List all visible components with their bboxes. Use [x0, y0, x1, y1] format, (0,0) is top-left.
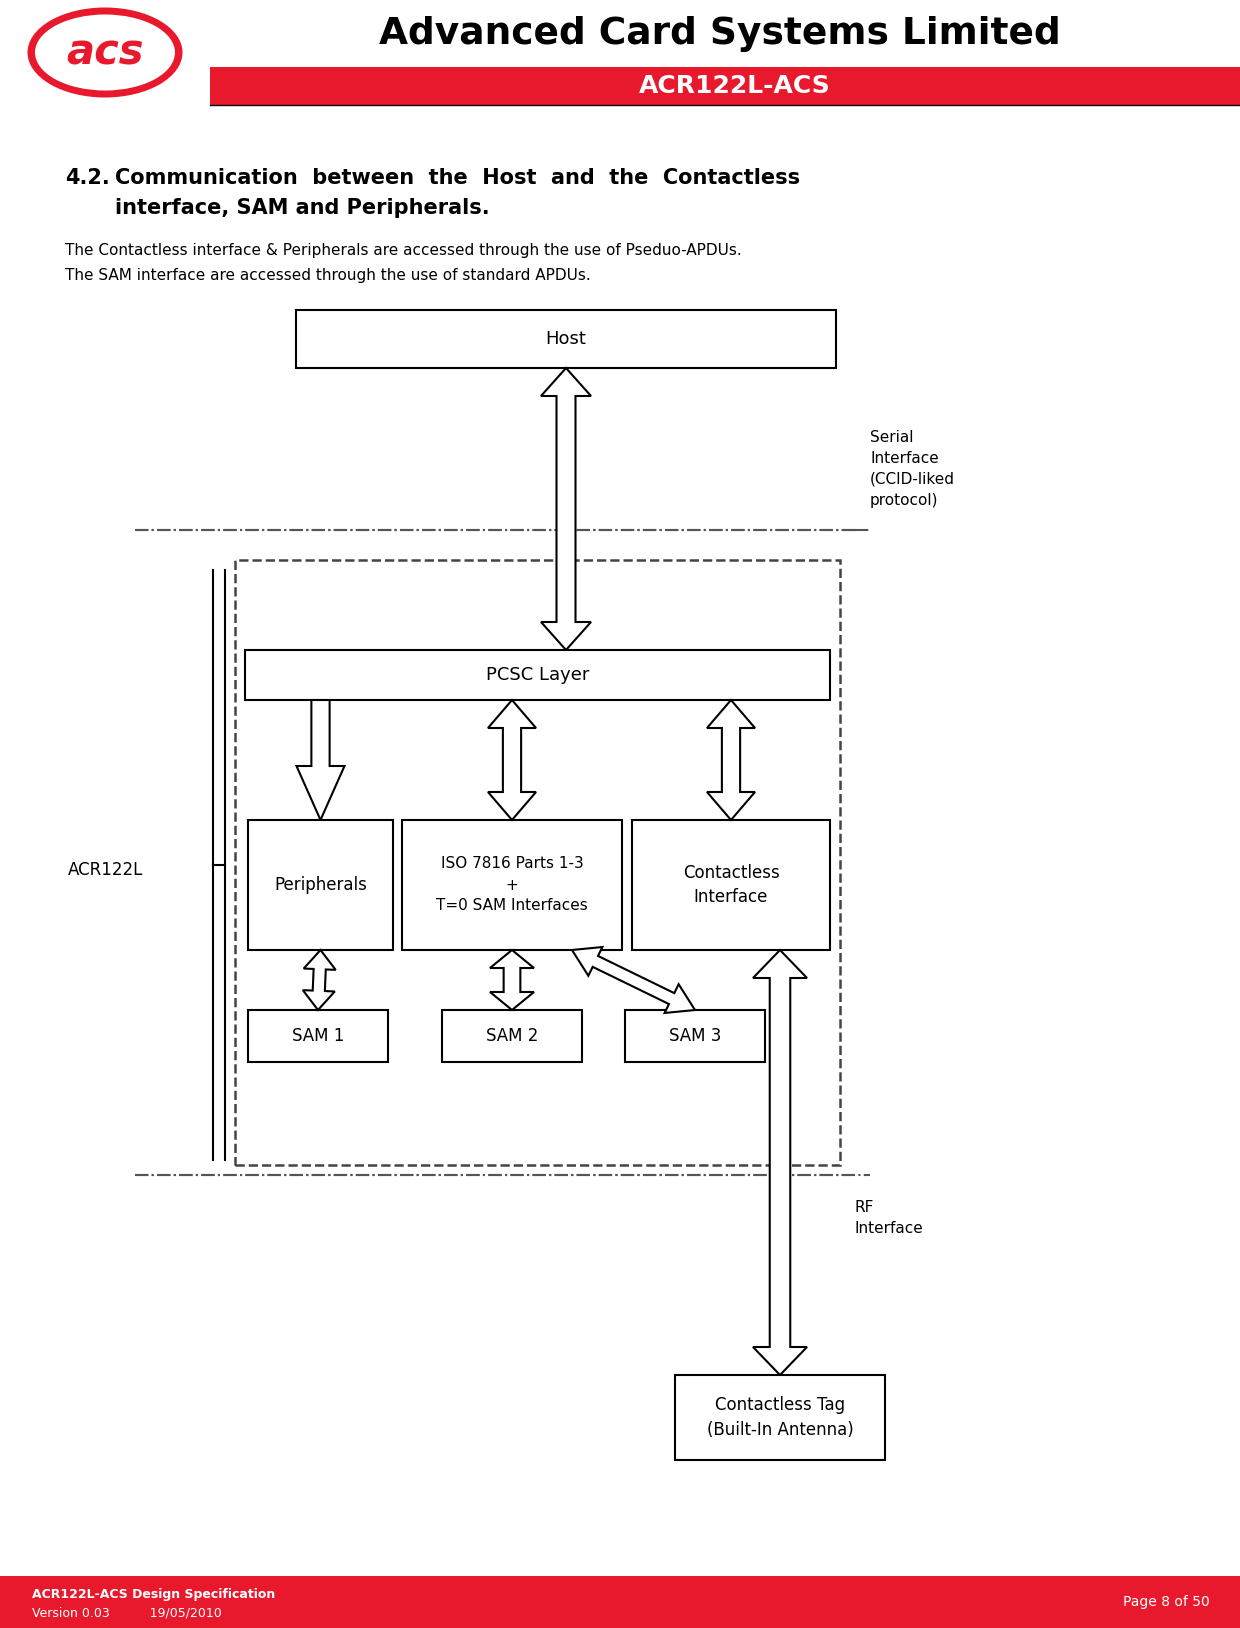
Text: SAM 3: SAM 3 — [668, 1027, 722, 1045]
Text: acs: acs — [66, 31, 144, 73]
Text: RF
Interface: RF Interface — [856, 1200, 924, 1236]
Text: Page 8 of 50: Page 8 of 50 — [1123, 1595, 1210, 1608]
Bar — [0, 1576, 1240, 1628]
Bar — [625, 1009, 765, 1061]
Text: Contactless
Interface: Contactless Interface — [683, 863, 780, 907]
Text: ACR122L: ACR122L — [68, 861, 144, 879]
Text: Contactless Tag
(Built-In Antenna): Contactless Tag (Built-In Antenna) — [707, 1395, 853, 1439]
Polygon shape — [707, 700, 755, 821]
Bar — [441, 1009, 582, 1061]
Text: Advanced Card Systems Limited: Advanced Card Systems Limited — [379, 16, 1061, 52]
Bar — [210, 67, 1240, 104]
Polygon shape — [490, 951, 534, 1009]
Text: interface, SAM and Peripherals.: interface, SAM and Peripherals. — [115, 199, 490, 218]
Polygon shape — [753, 951, 807, 1376]
Text: SAM 2: SAM 2 — [486, 1027, 538, 1045]
Text: The Contactless interface & Peripherals are accessed through the use of Pseduo-A: The Contactless interface & Peripherals … — [64, 243, 742, 257]
Text: 4.2.: 4.2. — [64, 168, 110, 187]
Text: Serial
Interface
(CCID-liked
protocol): Serial Interface (CCID-liked protocol) — [870, 430, 955, 508]
Bar — [675, 1376, 885, 1460]
Ellipse shape — [27, 8, 182, 98]
Text: ACR122L-ACS Design Specification: ACR122L-ACS Design Specification — [32, 1587, 275, 1600]
Bar — [0, 0, 1240, 104]
Text: ACR122L-ACS: ACR122L-ACS — [639, 73, 831, 98]
Ellipse shape — [35, 15, 175, 91]
Text: Host: Host — [546, 330, 587, 348]
Text: PCSC Layer: PCSC Layer — [486, 666, 589, 684]
Bar — [236, 560, 839, 1166]
Text: SAM 1: SAM 1 — [291, 1027, 345, 1045]
Polygon shape — [303, 951, 336, 1009]
Text: Version 0.03          19/05/2010: Version 0.03 19/05/2010 — [32, 1607, 222, 1620]
Text: ISO 7816 Parts 1-3
+
T=0 SAM Interfaces: ISO 7816 Parts 1-3 + T=0 SAM Interfaces — [436, 856, 588, 913]
Text: Peripherals: Peripherals — [274, 876, 367, 894]
Text: The SAM interface are accessed through the use of standard APDUs.: The SAM interface are accessed through t… — [64, 269, 590, 283]
Bar — [296, 309, 836, 368]
Polygon shape — [572, 947, 694, 1013]
Bar — [248, 821, 393, 951]
Polygon shape — [541, 368, 591, 650]
Text: Communication  between  the  Host  and  the  Contactless: Communication between the Host and the C… — [115, 168, 800, 187]
Bar — [248, 1009, 388, 1061]
Bar — [402, 821, 622, 951]
Bar — [632, 821, 830, 951]
Polygon shape — [296, 700, 345, 821]
Polygon shape — [489, 700, 536, 821]
Bar — [246, 650, 830, 700]
